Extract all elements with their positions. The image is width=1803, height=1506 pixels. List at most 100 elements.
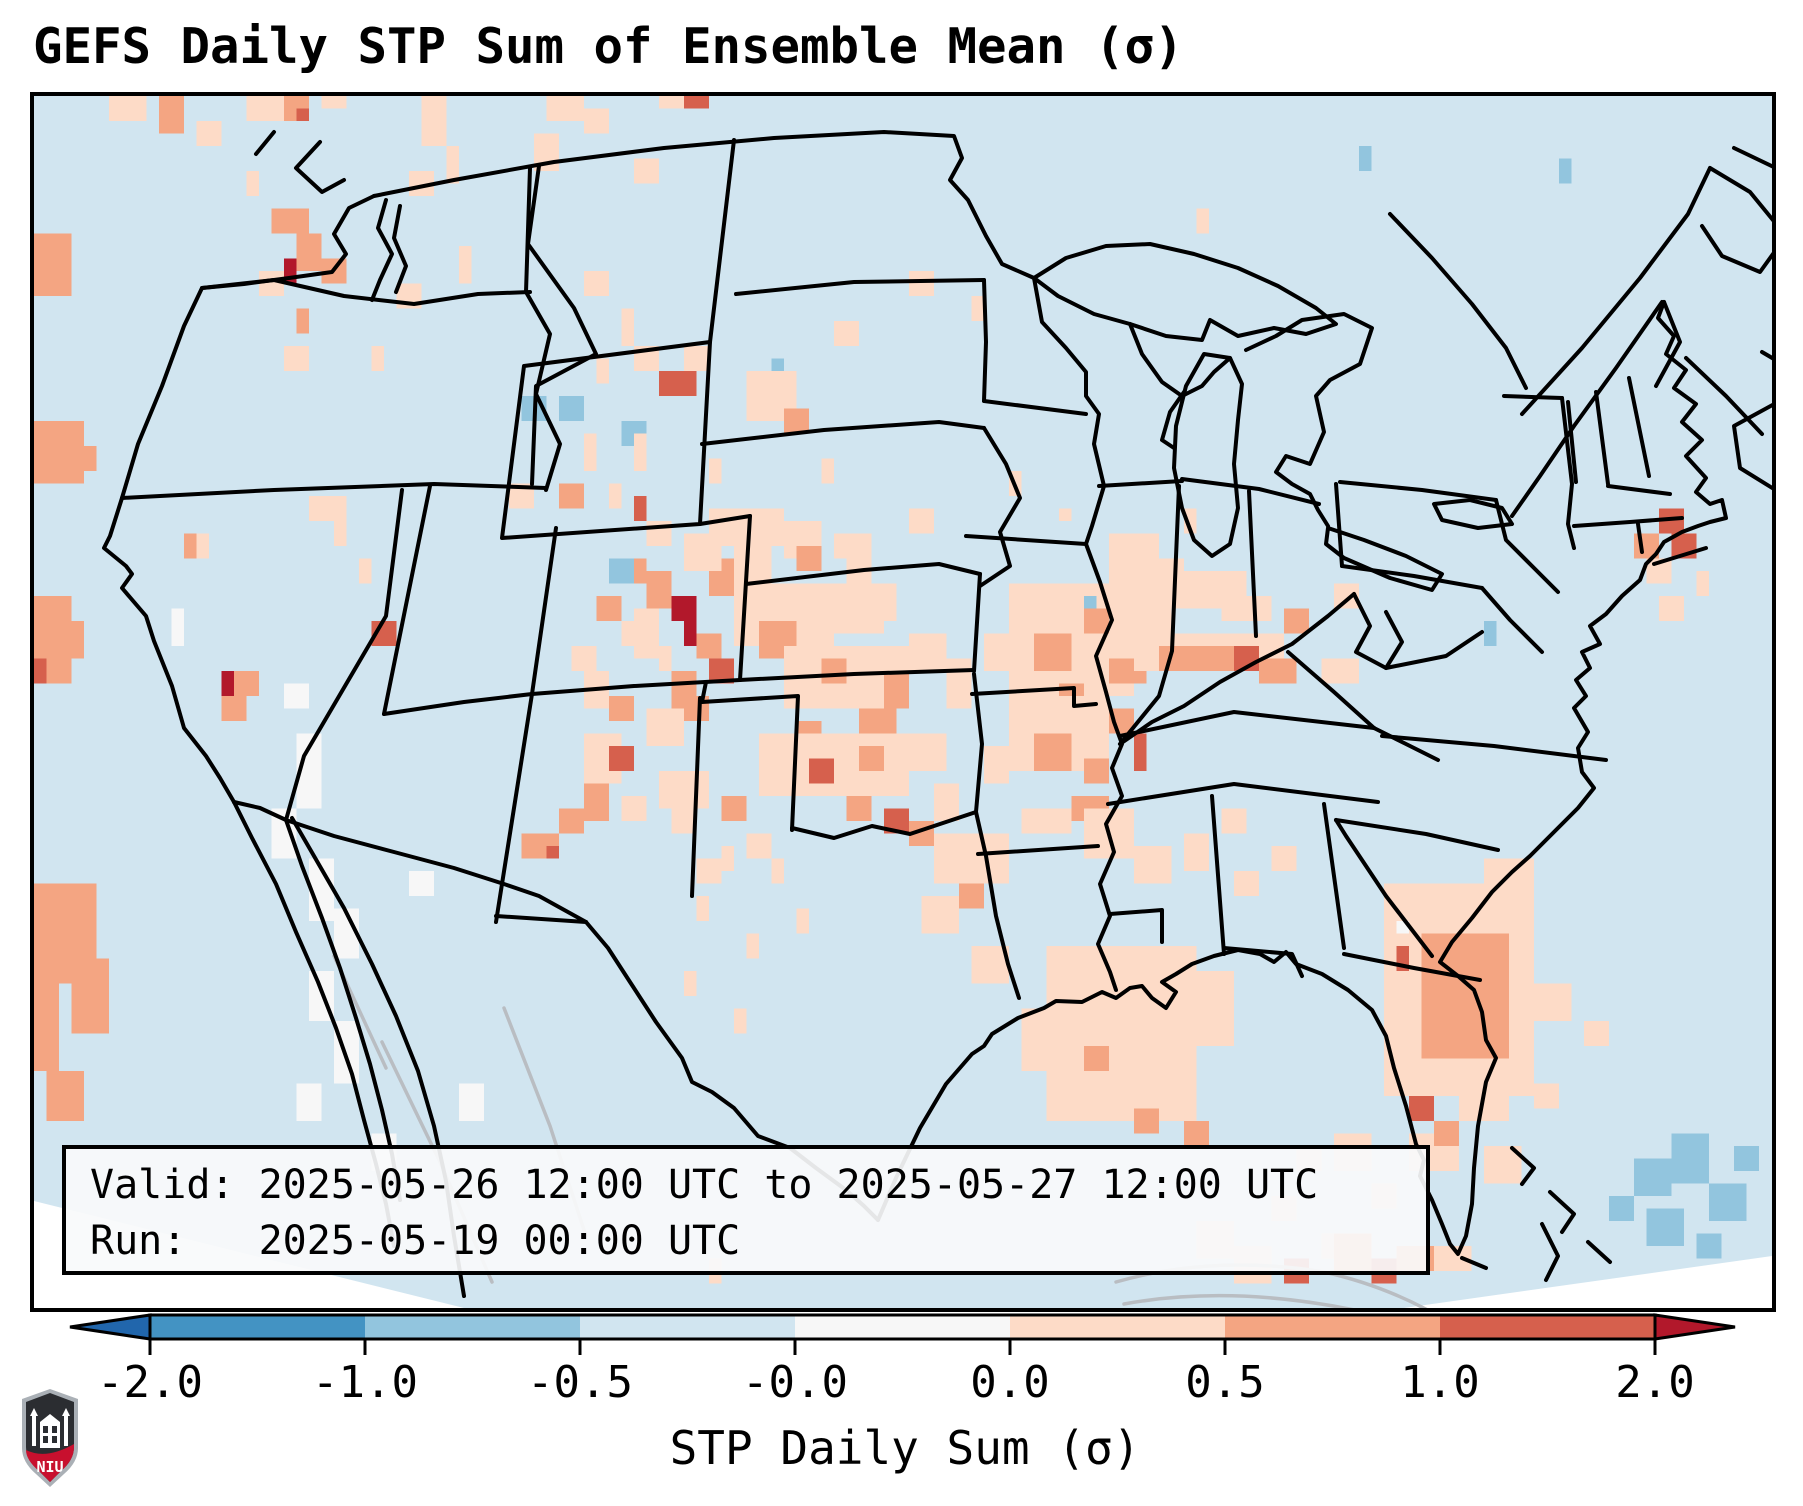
- heatmap-cell: [1709, 1183, 1747, 1221]
- colorbar-region: -2.0 -1.0 -0.5 -0.0 0.0 0.5 1.0 2.0 STP Daily S…: [0, 1313, 1803, 1506]
- heatmap-cell: [1084, 1046, 1109, 1071]
- heatmap-cell: [596, 596, 622, 621]
- heatmap-cell: [834, 321, 859, 346]
- heatmap-cell: [1221, 596, 1272, 621]
- run-line: Run: 2025-05-19 00:00 UTC: [90, 1218, 741, 1264]
- heatmap-cell: [296, 308, 309, 334]
- heatmap-cell: [1184, 1121, 1209, 1146]
- heatmap-cell: [1734, 1146, 1759, 1171]
- heatmap-cell: [1034, 733, 1072, 771]
- heatmap-cell: [621, 308, 634, 346]
- heatmap-cell: [584, 783, 609, 821]
- heatmap-cell: [834, 533, 872, 559]
- heatmap-cell: [409, 871, 434, 896]
- colorbar-axis-label: STP Daily Sum (σ): [669, 1421, 1141, 1475]
- heatmap-cell: [659, 771, 709, 809]
- heatmap-cell: [459, 1083, 484, 1121]
- heatmap-cell: [596, 358, 609, 384]
- heatmap-cell: [1021, 808, 1072, 834]
- heatmap-cell: [659, 96, 684, 109]
- heatmap-cell: [34, 658, 47, 684]
- heatmap-cell: [659, 646, 672, 671]
- heatmap-cell: [984, 746, 1009, 784]
- heatmap-cell: [1034, 633, 1072, 671]
- colorbar-tick-label: -2.0: [97, 1357, 203, 1408]
- colorbar-outline: [148, 1313, 1657, 1341]
- heatmap-cell: [321, 96, 347, 109]
- heatmap-cell: [1434, 1121, 1459, 1146]
- heatmap-cell: [621, 796, 647, 821]
- heatmap-cell: [696, 858, 722, 884]
- heatmap-cell: [821, 458, 834, 484]
- heatmap-cell: [421, 96, 447, 146]
- heatmap-cell: [671, 808, 697, 834]
- heatmap-cell: [246, 171, 259, 196]
- heatmap-cell: [259, 271, 284, 296]
- heatmap-cell: [546, 96, 584, 121]
- heatmap-cell: [196, 533, 209, 559]
- heatmap-cell: [71, 446, 97, 471]
- heatmap-cell: [1409, 1096, 1434, 1121]
- colorbar-segment: [1440, 1315, 1655, 1339]
- heatmap-cell: [584, 433, 597, 471]
- heatmap-cell: [684, 96, 709, 109]
- niu-shield-icon: NIU: [22, 1389, 78, 1487]
- heatmap-cell: [909, 271, 934, 296]
- colorbar-tick-label: -0.5: [527, 1357, 633, 1408]
- heatmap-cell: [821, 658, 847, 684]
- heatmap-cell: [984, 633, 1009, 671]
- heatmap-cell: [309, 496, 347, 521]
- heatmap-cell: [684, 346, 709, 371]
- heatmap-cells: [34, 96, 1759, 1284]
- heatmap-cell: [1671, 1133, 1709, 1184]
- heatmap-cell: [46, 1071, 84, 1121]
- heatmap-cell: [934, 833, 1009, 884]
- colorbar-tick-label: -1.0: [312, 1357, 418, 1408]
- heatmap-cell: [1584, 1021, 1609, 1046]
- heatmap-cell: [609, 746, 634, 771]
- heatmap-cell: [796, 546, 822, 571]
- heatmap-cell: [784, 408, 809, 434]
- heatmap-cell: [109, 96, 147, 121]
- heatmap-cell: [234, 671, 259, 696]
- heatmap-cell: [371, 346, 384, 371]
- heatmap-cell: [584, 108, 609, 134]
- heatmap-cell: [1196, 971, 1234, 1046]
- heatmap-cell: [1696, 571, 1709, 596]
- heatmap-cell: [809, 758, 834, 784]
- heatmap-cell: [659, 371, 697, 396]
- heatmap-cell: [1421, 933, 1509, 1059]
- valid-line: Valid: 2025-05-26 12:00 UTC to 2025-05-2…: [90, 1162, 1319, 1208]
- heatmap-cell: [559, 808, 584, 834]
- heatmap-cell: [796, 908, 809, 934]
- colorbar-over-arrow: [1653, 1313, 1736, 1341]
- us-map: [34, 96, 1772, 1308]
- colorbar-tick-label: 1.0: [1400, 1357, 1480, 1408]
- heatmap-cell: [859, 746, 884, 771]
- heatmap-cell: [859, 708, 897, 734]
- heatmap-cell: [959, 883, 984, 909]
- heatmap-cell: [684, 621, 697, 646]
- colorbar-tick-label: 0.0: [970, 1357, 1050, 1408]
- heatmap-cell: [1221, 808, 1247, 834]
- heatmap-cell: [1259, 658, 1297, 684]
- heatmap-cell: [684, 971, 697, 996]
- heatmap-cell: [246, 96, 284, 121]
- heatmap-cell: [296, 1083, 322, 1121]
- heatmap-cell: [646, 571, 672, 609]
- heatmap-cell: [296, 108, 309, 121]
- colorbar-tick-label: -0.0: [742, 1357, 848, 1408]
- colorbar-tick-label: 0.5: [1185, 1357, 1265, 1408]
- heatmap-cell: [1321, 658, 1359, 684]
- heatmap-cell: [359, 558, 372, 584]
- heatmap-cell: [1534, 983, 1572, 1021]
- heatmap-cell: [834, 583, 884, 634]
- heatmap-cell: [709, 508, 784, 546]
- heatmap-cell: [196, 121, 222, 146]
- heatmap-cell: [1134, 1108, 1159, 1134]
- heatmap-cell: [746, 933, 759, 959]
- heatmap-cell: [634, 496, 647, 521]
- heatmap-cell: [909, 633, 947, 671]
- heatmap-cell: [1271, 846, 1297, 871]
